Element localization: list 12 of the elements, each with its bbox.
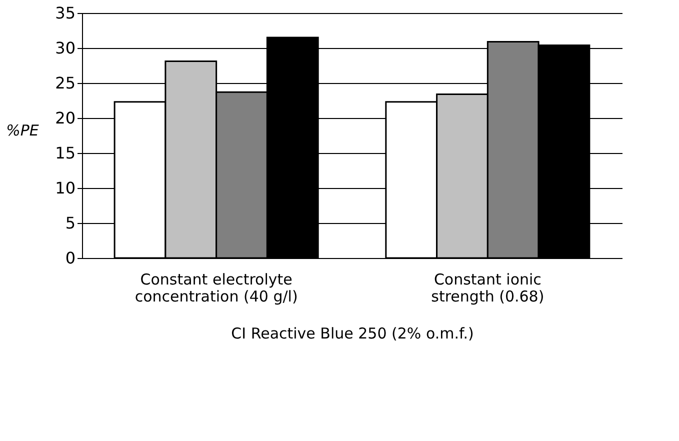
y-tick-label: 25 (55, 74, 76, 92)
x-tick-label: Constant ionic strength (0.68) (431, 270, 544, 306)
y-tick-label: 35 (55, 4, 76, 22)
y-tick-label: 0 (65, 248, 76, 268)
y-tick-label: 30 (55, 38, 76, 58)
y-tick-label: 5 (65, 214, 76, 232)
y-tick-label: 15 (55, 144, 76, 162)
x-tick-label: Constant electrolyte concentration (40 g/l) (134, 270, 298, 306)
y-tick-label: 10 (55, 178, 76, 198)
x-axis-title: CI Reactive Blue 250 (2% o.m.f.) (231, 324, 474, 342)
y-tick-label: 20 (55, 108, 76, 128)
y-axis-title: %PE (6, 122, 40, 140)
